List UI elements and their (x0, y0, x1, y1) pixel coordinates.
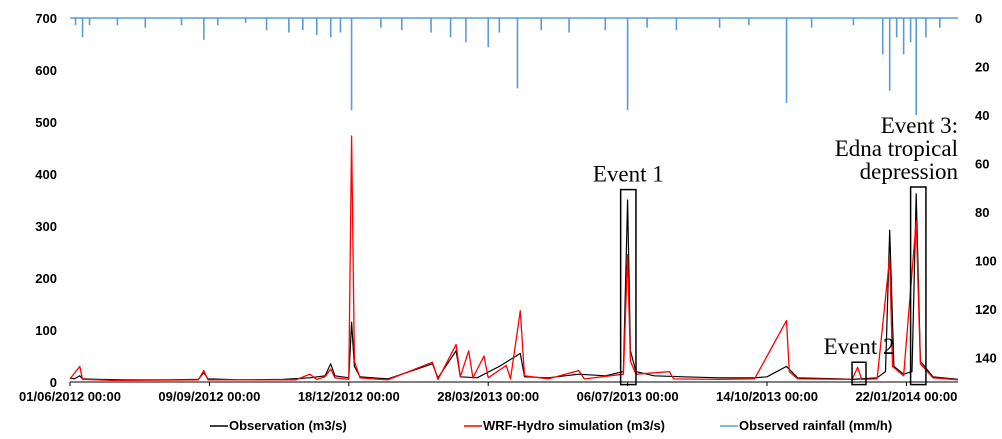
y-right-tick-label: 80 (975, 205, 989, 220)
event-label: Event 2 (824, 334, 895, 359)
x-tick-label: 14/10/2013 00:00 (716, 389, 818, 404)
y-left-tick-label: 200 (35, 271, 57, 286)
rainfall-series (70, 17, 958, 116)
x-tick-label: 06/07/2013 00:00 (577, 389, 679, 404)
legend-label: Observed rainfall (mm/h) (739, 418, 892, 433)
y-left-tick-label: 0 (50, 375, 57, 390)
x-tick-label: 01/06/2012 00:00 (19, 389, 121, 404)
y-right-tick-label: 120 (975, 302, 997, 317)
simulation-series (69, 135, 959, 382)
x-tick-label: 28/03/2013 00:00 (437, 389, 539, 404)
x-tick-label: 22/01/2014 00:00 (855, 389, 957, 404)
y-left-tick-label: 300 (35, 219, 57, 234)
y-left-tick-label: 700 (35, 11, 57, 26)
y-left-tick-label: 600 (35, 63, 57, 78)
event-label: Event 1 (593, 162, 664, 187)
axes-layer: 0 100 200 300 400 500 600 700 0 20 40 60 80 100 120 140… (19, 11, 997, 404)
y-right-tick-label: 20 (975, 60, 989, 75)
y-right-tick-label: 0 (975, 11, 982, 26)
x-tick-label: 18/12/2012 00:00 (298, 389, 400, 404)
y-left-tick-label: 400 (35, 167, 57, 182)
legend: Observation (m3/s) WRF-Hydro simulation (… (210, 418, 892, 433)
event-box (909, 186, 927, 386)
y-left-tick-label: 500 (35, 115, 57, 130)
y-right-tick-label: 60 (975, 157, 989, 172)
event-label: Event 3: (881, 113, 958, 138)
annotations-layer: Event 1 Event 2 Event 3:Edna tropicaldepre… (593, 113, 959, 386)
legend-label: Observation (m3/s) (229, 418, 347, 433)
y-right-tick-label: 140 (975, 351, 997, 366)
simulation-line (69, 135, 959, 382)
event-box (619, 188, 637, 386)
legend-label: WRF-Hydro simulation (m3/s) (483, 418, 665, 433)
event-box (851, 361, 867, 386)
x-tick-label: 09/09/2012 00:00 (158, 389, 260, 404)
y-right-tick-label: 100 (975, 254, 997, 269)
y-left-tick-label: 100 (35, 323, 57, 338)
y-right-tick-label: 40 (975, 108, 989, 123)
event-label: Edna tropical (835, 136, 958, 161)
event-label: depression (860, 159, 959, 184)
